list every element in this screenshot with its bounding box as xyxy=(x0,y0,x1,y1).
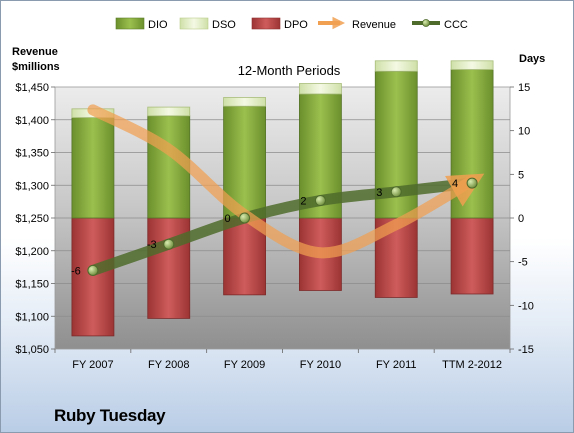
ccc-marker xyxy=(466,177,478,189)
y-right-tick-label: 10 xyxy=(518,126,530,138)
legend-label-dso: DSO xyxy=(212,19,236,31)
y-left-tick-label: $1,100 xyxy=(15,311,49,323)
bar-dpo xyxy=(450,217,494,295)
ccc-data-label: 0 xyxy=(225,213,231,225)
y-right-tick-label: -15 xyxy=(518,344,534,356)
x-tick-label: FY 2010 xyxy=(300,359,341,371)
ccc-marker xyxy=(163,238,175,250)
company-name: Ruby Tuesday xyxy=(54,406,166,425)
ccc-data-label: 3 xyxy=(376,187,382,199)
legend-item-ccc: CCC xyxy=(412,19,468,31)
y-left-tick-label: $1,300 xyxy=(15,180,49,192)
legend-swatch-dio xyxy=(115,17,145,30)
legend-marker-ccc xyxy=(422,19,430,27)
bar-dpo xyxy=(71,217,115,337)
ccc-marker xyxy=(87,264,99,276)
y-left-tick-label: $1,250 xyxy=(15,213,49,225)
y-left-tick-label: $1,350 xyxy=(15,148,49,160)
bar-dso xyxy=(147,106,191,117)
legend-item-dio: DIO xyxy=(115,17,168,31)
y-left-tick-label: $1,450 xyxy=(15,82,49,94)
x-tick-label: FY 2011 xyxy=(376,359,417,371)
chart-title: 12-Month Periods xyxy=(238,63,341,78)
gridlines xyxy=(55,119,510,317)
y-left-tick-label: $1,200 xyxy=(15,246,49,258)
ccc-data-label: -3 xyxy=(147,239,157,251)
y-left-tick-label: $1,150 xyxy=(15,279,49,291)
legend-label-dpo: DPO xyxy=(284,19,308,31)
y-left-tick-label: $1,050 xyxy=(15,344,49,356)
axes: $1,050 $1,100 $1,150 $1,200 $1,250 $1,300 $1,3… xyxy=(15,82,534,371)
x-tick-label: TTM 2-2012 xyxy=(442,359,502,371)
y-right-tick-label: -5 xyxy=(518,257,528,269)
ccc-marker xyxy=(314,195,326,207)
lines: -6 -3 0 2 3 4 xyxy=(71,104,485,277)
bar-dso xyxy=(374,60,418,72)
y-right-tick-label: 0 xyxy=(518,213,524,225)
legend-label-ccc: CCC xyxy=(444,19,468,31)
bar-dio xyxy=(71,117,115,219)
legend-swatch-dso xyxy=(179,17,209,30)
y-right-tick-label: -10 xyxy=(518,300,534,312)
legend-item-revenue: Revenue xyxy=(318,16,396,31)
y-left-title-line-2: $millions xyxy=(12,61,60,73)
bar-dso xyxy=(223,97,266,107)
legend-label-dio: DIO xyxy=(148,19,168,31)
ccc-data-label: 4 xyxy=(452,178,458,190)
x-tick-label: FY 2008 xyxy=(148,359,189,371)
bar-dso xyxy=(450,60,494,70)
x-tick-label: FY 2009 xyxy=(224,359,265,371)
x-tick-label: FY 2007 xyxy=(72,359,113,371)
y-right-tick-label: 15 xyxy=(518,82,530,94)
legend-item-dso: DSO xyxy=(179,17,236,31)
legend-swatch-dpo xyxy=(251,17,281,30)
ccc-marker xyxy=(390,186,402,198)
legend-label-revenue: Revenue xyxy=(352,19,396,31)
ccc-data-label: -6 xyxy=(71,265,81,277)
bar-dpo xyxy=(147,217,191,319)
y-left-title-line-1: Revenue xyxy=(12,46,58,58)
ccc-data-label: 2 xyxy=(300,196,306,208)
y-right-title: Days xyxy=(519,53,545,65)
line-ccc xyxy=(87,177,478,276)
y-left-tick-label: $1,400 xyxy=(15,115,49,127)
line-revenue xyxy=(87,104,485,259)
y-right-tick-label: 5 xyxy=(518,169,524,181)
bar-dso xyxy=(299,83,342,95)
ccc-marker xyxy=(239,212,251,224)
legend-item-dpo: DPO xyxy=(251,17,308,31)
legend: DIO DSO DPO Revenue CCC xyxy=(115,16,468,31)
